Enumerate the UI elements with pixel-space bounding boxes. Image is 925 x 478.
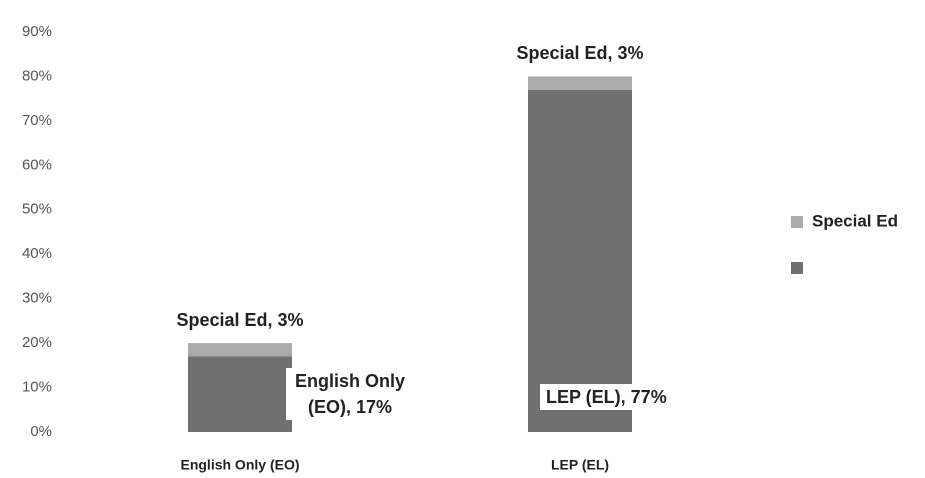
y-tick-label: 50% — [22, 201, 52, 218]
x-tick-label: LEP (EL) — [551, 457, 609, 473]
bar-segment — [528, 89, 632, 433]
y-tick-label: 70% — [22, 112, 52, 129]
y-tick-label: 10% — [22, 379, 52, 396]
y-tick-label: 0% — [30, 423, 52, 440]
legend-label: Special Ed — [812, 211, 898, 230]
data-label: English Only (EO), 17% — [286, 368, 414, 420]
y-tick-label: 90% — [22, 23, 52, 40]
y-tick-label: 80% — [22, 67, 52, 84]
bar-segment — [188, 356, 292, 432]
y-tick-label: 30% — [22, 290, 52, 307]
y-tick-label: 40% — [22, 245, 52, 262]
data-label: Special Ed, 3% — [516, 43, 643, 63]
data-label: Special Ed, 3% — [176, 310, 303, 330]
y-tick-label: 20% — [22, 334, 52, 351]
x-tick-label: English Only (EO) — [180, 457, 299, 473]
y-tick-label: 60% — [22, 156, 52, 173]
legend-swatch — [791, 262, 803, 274]
data-label: LEP (EL), 77% — [540, 384, 673, 410]
bar-segment — [188, 343, 292, 357]
legend-swatch — [791, 216, 803, 228]
bar-segment — [528, 76, 632, 90]
